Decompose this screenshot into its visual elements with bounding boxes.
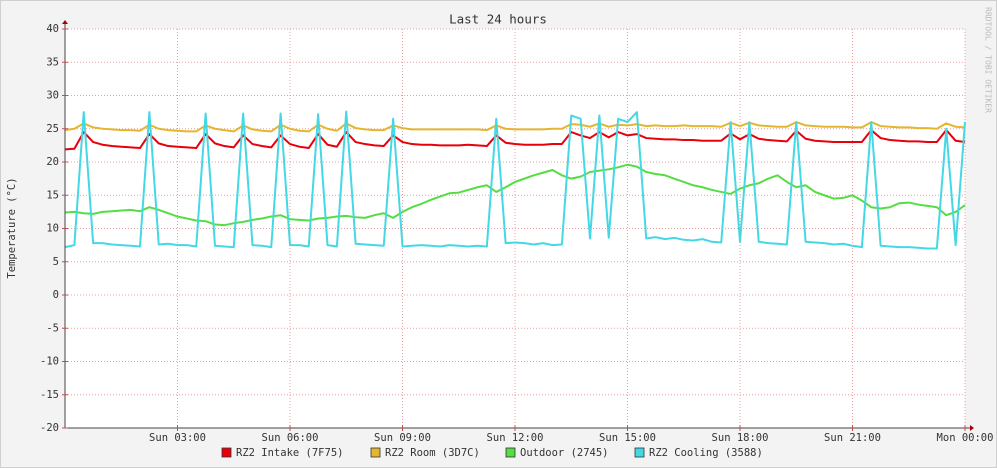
y-tick-label: 40 xyxy=(46,23,59,35)
series-line xyxy=(64,129,966,151)
y-tick-label: -15 xyxy=(40,389,59,401)
legend-label: RZ2 Intake (7F75) xyxy=(236,447,343,459)
legend-swatch xyxy=(505,447,516,458)
legend-swatch xyxy=(370,447,381,458)
x-tick-label: Mon 00:00 xyxy=(937,432,994,444)
legend-label: Outdoor (2745) xyxy=(520,447,609,459)
y-tick-label: 10 xyxy=(46,223,59,235)
y-tick-label: -10 xyxy=(40,356,59,368)
y-axis-label: Temperature (°C) xyxy=(6,177,18,278)
legend-swatch xyxy=(634,447,645,458)
y-tick-label: 0 xyxy=(53,289,59,301)
series-line xyxy=(64,121,966,133)
x-tick-label: Sun 21:00 xyxy=(824,432,881,444)
series-line xyxy=(64,110,966,250)
legend-swatch xyxy=(221,447,232,458)
x-tick-label: Sun 15:00 xyxy=(599,432,656,444)
lines xyxy=(64,110,966,250)
axes xyxy=(62,20,974,431)
watermark: RRDTOOL / TOBI OETIKER xyxy=(984,7,993,113)
x-arrow xyxy=(970,425,974,431)
x-tick-label: Sun 18:00 xyxy=(712,432,769,444)
y-arrow xyxy=(62,20,68,24)
chart-title: Last 24 hours xyxy=(449,12,547,27)
y-tick-label: 20 xyxy=(46,156,59,168)
x-tick-label: Sun 03:00 xyxy=(149,432,206,444)
x-tick-label: Sun 09:00 xyxy=(374,432,431,444)
y-tick-label: 25 xyxy=(46,123,59,135)
x-tick-label: Sun 12:00 xyxy=(487,432,544,444)
x-tick-label: Sun 06:00 xyxy=(262,432,319,444)
legend: RZ2 Intake (7F75) RZ2 Room (3D7C) Outdoor … xyxy=(221,447,763,459)
y-tick-label: 35 xyxy=(46,56,59,68)
y-tick-label: 15 xyxy=(46,189,59,201)
y-tick-label: -20 xyxy=(40,422,59,434)
y-tick-label: 5 xyxy=(53,256,59,268)
y-tick-label: 30 xyxy=(46,90,59,102)
legend-label: RZ2 Cooling (3588) xyxy=(649,447,763,459)
series-line xyxy=(64,163,966,227)
legend-label: RZ2 Room (3D7C) xyxy=(385,447,480,459)
grid xyxy=(65,28,966,429)
y-tick-label: -5 xyxy=(46,322,59,334)
